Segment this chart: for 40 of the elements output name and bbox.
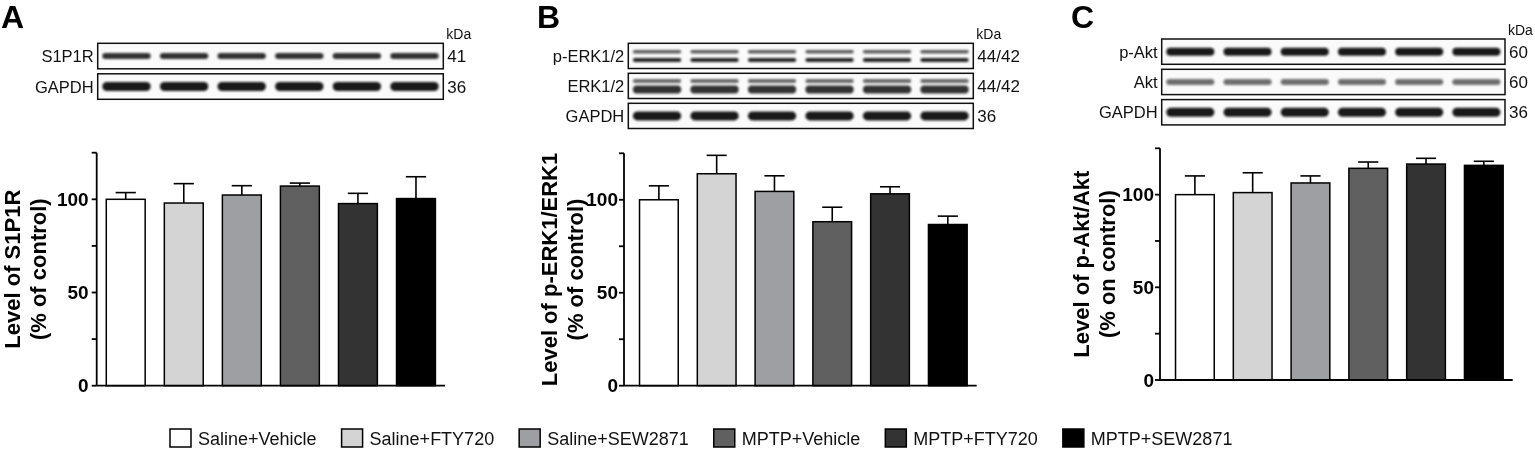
y-axis-title: Level of p-Akt/Akt (% on control) bbox=[1069, 169, 1120, 358]
legend-label: MPTP+FTY720 bbox=[913, 428, 1038, 449]
chart-title: B bbox=[537, 0, 561, 35]
text: ERK1/2 bbox=[567, 76, 625, 95]
text: Akt bbox=[1133, 72, 1159, 91]
text: 36 bbox=[447, 77, 467, 97]
legend-label: Saline+FTY720 bbox=[369, 428, 495, 449]
text: GAPDH bbox=[565, 106, 625, 125]
legend-label: MPTP+Vehicle bbox=[741, 428, 861, 449]
text: kDa bbox=[1508, 22, 1534, 38]
y-tick-label: 100 bbox=[586, 189, 618, 211]
text: p-Akt bbox=[1119, 42, 1159, 61]
legend-label: Saline+Vehicle bbox=[198, 428, 317, 449]
legend-label: Saline+SEW2871 bbox=[547, 428, 689, 449]
text: 44/42 bbox=[977, 76, 1020, 96]
text: 60 bbox=[1509, 42, 1528, 62]
text: kDa bbox=[446, 26, 472, 43]
text: 36 bbox=[977, 106, 997, 126]
y-tick-label: 0 bbox=[78, 375, 89, 397]
chart-title: C bbox=[1071, 0, 1095, 35]
y-tick-label: 50 bbox=[596, 282, 618, 304]
y-tick-label: 100 bbox=[57, 188, 89, 210]
y-tick-label: 100 bbox=[1122, 184, 1154, 206]
y-axis-title: Level of S1P1R (% of control) bbox=[0, 189, 51, 349]
y-tick-label: 50 bbox=[1132, 276, 1154, 298]
text: 60 bbox=[1509, 72, 1528, 92]
y-axis-title: Level of p-ERK1/ERK1 (% of control) bbox=[537, 152, 588, 387]
text: kDa bbox=[976, 26, 1002, 43]
text: 36 bbox=[1509, 103, 1528, 123]
text: S1P1R bbox=[41, 47, 94, 66]
text: p-ERK1/2 bbox=[552, 46, 625, 65]
y-tick-label: 0 bbox=[607, 375, 618, 397]
text: GAPDH bbox=[1099, 103, 1158, 122]
legend-label: MPTP+SEW2871 bbox=[1090, 428, 1233, 449]
y-tick-label: 50 bbox=[67, 282, 89, 303]
text: 44/42 bbox=[977, 46, 1020, 66]
text: 41 bbox=[447, 47, 467, 67]
chart-title: A bbox=[1, 0, 25, 35]
y-tick-label: 0 bbox=[1143, 369, 1154, 391]
text: GAPDH bbox=[35, 77, 94, 96]
